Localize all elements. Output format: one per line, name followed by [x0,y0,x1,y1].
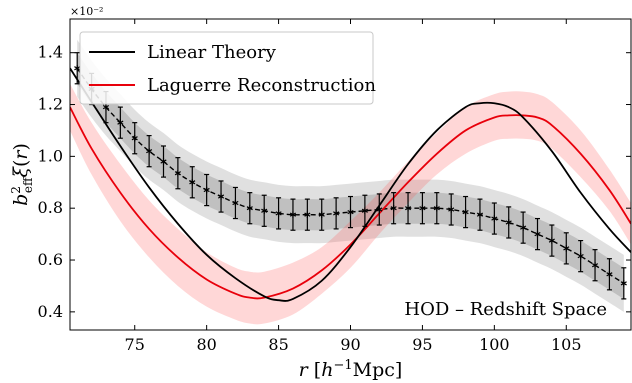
data-point [246,192,253,225]
data-point [174,157,181,190]
legend-box [79,31,374,105]
y-tick-label: 0.8 [38,198,63,217]
laguerre-band [70,83,631,325]
data-point [289,198,297,231]
x-tick-label: 95 [412,335,432,354]
y-tick-label: 1.0 [38,146,63,165]
data-point [333,197,340,230]
data-point [131,122,138,155]
data-band-1sigma [77,52,624,299]
uncertainty-bands [70,39,631,325]
data-point [563,232,570,265]
x-axis-label: r [h−1Mpc] [299,358,403,381]
data-point [462,195,469,229]
data-point [217,180,225,213]
data-point [390,192,397,225]
x-tick-label: 90 [340,335,360,354]
laguerre-reconstruction-line [70,106,631,300]
y-tick-label: 0.4 [38,302,63,321]
data-point [376,193,383,226]
y-tick-label: 1.4 [38,43,63,62]
data-point [476,198,484,231]
legend: Linear Theory Laguerre Reconstruction [79,31,376,105]
y-scale-label: ×10⁻² [70,5,103,18]
data-point [275,197,282,230]
x-tick-label: 80 [196,335,216,354]
data-point [520,211,527,244]
legend-label: Laguerre Reconstruction [147,75,376,96]
data-point [361,194,368,227]
data-point [160,145,167,178]
x-tick-label: 85 [268,335,288,354]
data-point [117,106,124,139]
y-axis-label: b2effξ(r) [9,143,35,206]
x-tick-label: 75 [125,335,145,354]
data-point [347,195,354,229]
data-point [304,198,311,231]
data-point [606,258,613,291]
data-mean-line [76,67,625,284]
data-band-2sigma [77,39,624,312]
y-tick-label: 0.6 [38,250,63,269]
y-tick-label: 1.2 [38,95,63,114]
data-point [318,198,325,231]
legend-label: Linear Theory [147,42,277,63]
data-point [591,249,599,282]
data-point [232,186,239,220]
data-point [548,224,555,257]
data-point [620,267,627,300]
data-point [491,202,498,235]
x-tick-label: 105 [551,335,582,354]
data-point [433,192,440,225]
data-point [577,239,584,273]
panel-annotation: HOD – Redshift Space [404,299,607,320]
data-point [419,192,426,225]
data-point [534,217,541,251]
data-point [261,194,268,227]
x-tick-label: 100 [479,335,510,354]
data-point [146,135,153,168]
data-point [448,193,455,226]
data-point [203,173,210,207]
data-point [74,52,81,85]
data-point [189,166,196,199]
data-point [505,206,512,239]
x-axis-ticks: 75 80 85 90 95 100 105 [125,19,582,354]
data-point [404,192,412,225]
y-axis-ticks: 0.4 0.6 0.8 1.0 1.2 1.4 [38,43,631,321]
data-points [74,52,627,300]
